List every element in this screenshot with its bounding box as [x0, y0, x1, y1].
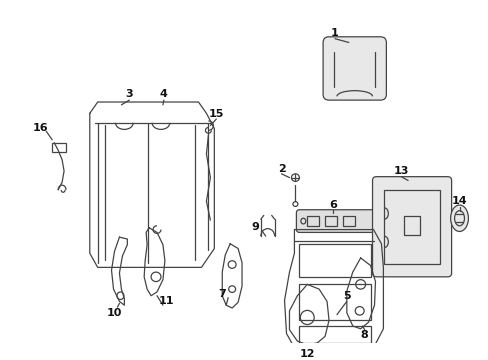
- Ellipse shape: [450, 205, 468, 231]
- Text: 4: 4: [160, 89, 167, 99]
- Text: 7: 7: [218, 289, 225, 299]
- Text: 11: 11: [159, 296, 174, 306]
- Bar: [52, 143, 66, 152]
- Text: 15: 15: [208, 109, 224, 119]
- Text: 12: 12: [299, 349, 314, 359]
- Text: 10: 10: [106, 308, 122, 318]
- Text: 16: 16: [33, 122, 48, 132]
- Bar: [299, 244, 370, 277]
- Text: 13: 13: [393, 166, 408, 176]
- Text: 8: 8: [360, 330, 368, 341]
- Bar: [342, 216, 354, 226]
- Text: 5: 5: [342, 291, 350, 301]
- FancyBboxPatch shape: [372, 177, 451, 277]
- Text: 3: 3: [125, 89, 133, 99]
- Bar: [299, 326, 370, 343]
- Bar: [306, 216, 319, 226]
- Bar: [325, 216, 336, 226]
- Text: 2: 2: [277, 164, 285, 174]
- Bar: [384, 190, 439, 264]
- Text: 6: 6: [328, 200, 336, 210]
- FancyBboxPatch shape: [323, 37, 386, 100]
- Text: 14: 14: [451, 196, 467, 206]
- FancyBboxPatch shape: [296, 210, 376, 233]
- Text: 1: 1: [330, 28, 338, 38]
- Text: 9: 9: [250, 222, 258, 232]
- Bar: [299, 284, 370, 320]
